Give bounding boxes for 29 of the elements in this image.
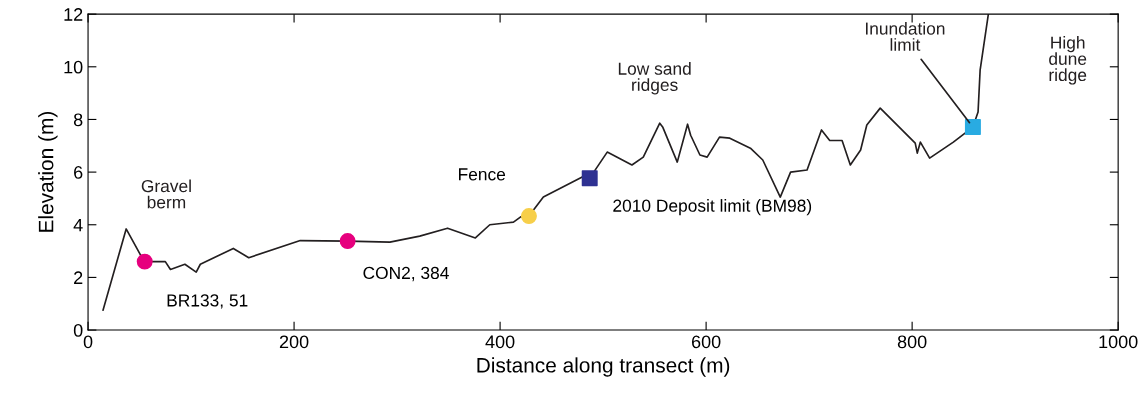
y-axis-title: Elevation (m) (38, 112, 58, 232)
y-tick-label: 10 (64, 60, 83, 74)
x-tick-label: 1000 (1099, 335, 1138, 349)
annotation: Low sand ridges (618, 62, 691, 95)
x-tick-label: 400 (485, 335, 515, 349)
y-tick-label: 2 (74, 271, 83, 284)
annotation: Inundation limit (865, 21, 945, 51)
annotation: BR133, 51 (167, 294, 248, 309)
point (339, 233, 356, 250)
y-tick-label: 4 (73, 218, 83, 232)
y-tick-label: 8 (73, 113, 83, 127)
point (964, 119, 981, 136)
line-series (102, 14, 990, 311)
point (581, 170, 598, 187)
annotation: 2010 Deposit limit (BM98) (613, 199, 812, 216)
y-tick-label: 12 (64, 8, 83, 21)
point (136, 253, 153, 270)
x-tick-label: 200 (279, 335, 309, 349)
x-axis-title: Distance along transect (m) (477, 357, 730, 377)
annotation: Gravel berm (141, 179, 191, 209)
annotation: High dune ridge (1049, 35, 1087, 85)
annotation: CON2, 384 (363, 266, 449, 282)
y-tick-label: 6 (74, 166, 83, 179)
annotation: Fence (459, 168, 506, 181)
point (520, 208, 537, 225)
x-tick-label: 0 (83, 335, 93, 349)
x-tick-label: 600 (691, 335, 721, 349)
x-tick-label: 800 (897, 335, 927, 349)
y-tick-label: 0 (73, 324, 83, 337)
